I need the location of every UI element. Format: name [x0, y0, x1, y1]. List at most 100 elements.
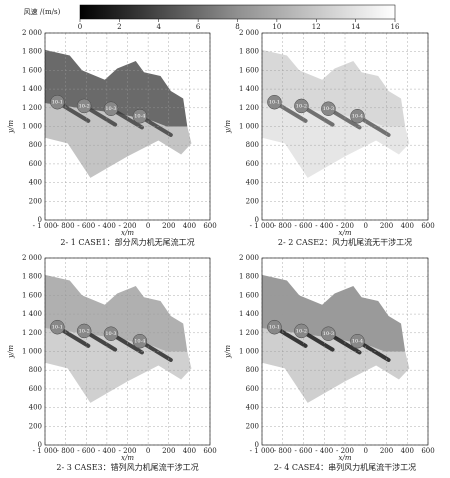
x-tick-label: 400	[183, 447, 196, 455]
x-tick-label: 600	[421, 222, 434, 230]
y-tick-label: 1 400	[239, 310, 259, 318]
colorbar-tick-label: 10	[272, 23, 281, 31]
x-tick-label: 400	[401, 222, 414, 230]
y-tick-label: 1 800	[239, 48, 259, 56]
y-tick-label: 1 200	[22, 104, 42, 112]
y-tick-label: 400	[29, 179, 42, 187]
turbine	[103, 326, 119, 341]
x-tick-label: - 200	[336, 222, 354, 230]
turbine	[321, 101, 336, 116]
x-tick-label: - 1 000	[33, 447, 58, 455]
y-tick-label: 600	[246, 160, 259, 168]
x-tick-label: - 600	[77, 222, 95, 230]
x-tick-label: - 600	[295, 447, 313, 455]
x-axis-label: x/m	[339, 454, 352, 462]
y-tick-label: 1 600	[239, 291, 259, 299]
x-tick-label: 0	[364, 447, 368, 455]
turbine-label: 10-2	[296, 103, 307, 109]
turbine-label: 10-1	[52, 100, 63, 106]
x-tick-label: - 600	[77, 447, 95, 455]
plot-frame	[261, 32, 429, 221]
plot-frame	[261, 257, 429, 446]
x-tick-label: - 800	[274, 447, 292, 455]
turbine-label: 10-1	[52, 325, 63, 331]
colorbar-tick-label: 16	[391, 23, 400, 31]
y-tick-label: 2 000	[22, 29, 42, 37]
turbine-label: 10-1	[269, 325, 280, 331]
x-tick-label: - 200	[119, 447, 137, 455]
turbine-label: 10-3	[105, 331, 116, 337]
x-tick-label: - 1 000	[250, 447, 275, 455]
y-tick-label: 200	[29, 197, 42, 205]
x-axis-label: x/m	[121, 454, 134, 462]
x-tick-label: - 400	[98, 447, 116, 455]
x-tick-label: - 200	[336, 447, 354, 455]
y-axis-label: y/m	[7, 345, 15, 359]
caption: 2- 1 CASE1：部分风力机无尾流工况	[60, 237, 194, 247]
turbine	[50, 94, 65, 110]
y-tick-label: 0	[38, 441, 42, 449]
turbine-label: 10-1	[269, 100, 280, 106]
y-tick-label: 0	[255, 441, 259, 449]
y-tick-label: 1 600	[239, 66, 259, 74]
colorbar-tick-label: 6	[196, 23, 201, 31]
caption: 2- 3 CASE3：错列风力机尾流干涉工况	[56, 462, 198, 472]
colorbar-tick-label: 12	[312, 23, 321, 31]
turbine	[294, 323, 309, 339]
y-tick-label: 600	[29, 160, 42, 168]
y-tick-label: 1 800	[22, 273, 42, 281]
x-tick-label: - 800	[57, 222, 75, 230]
x-tick-label: 200	[162, 222, 175, 230]
y-tick-label: 1 800	[22, 48, 42, 56]
x-tick-label: - 400	[98, 222, 116, 230]
turbine	[132, 333, 148, 349]
turbine-label: 10-2	[79, 328, 90, 334]
turbine	[132, 108, 148, 124]
turbine	[76, 98, 92, 114]
y-tick-label: 800	[246, 141, 259, 149]
x-tick-label: - 400	[315, 447, 333, 455]
colorbar-tick-label: 2	[117, 23, 121, 31]
y-tick-label: 0	[255, 216, 259, 224]
turbine-label: 10-4	[134, 114, 145, 120]
x-tick-label: - 1 000	[250, 222, 275, 230]
x-tick-label: - 400	[315, 222, 333, 230]
y-tick-label: 1 800	[239, 273, 259, 281]
x-tick-label: 0	[364, 222, 368, 230]
turbine-label: 10-3	[323, 331, 334, 337]
y-tick-label: 1 400	[22, 310, 42, 318]
colorbar	[79, 4, 396, 20]
y-tick-label: 1 000	[239, 348, 259, 356]
y-tick-label: 800	[246, 366, 259, 374]
flow-field-low	[262, 103, 410, 178]
y-tick-label: 600	[246, 385, 259, 393]
y-tick-label: 1 600	[22, 66, 42, 74]
x-tick-label: - 800	[274, 222, 292, 230]
turbine	[350, 108, 365, 124]
x-tick-label: 200	[380, 447, 393, 455]
y-tick-label: 400	[29, 404, 42, 412]
y-tick-label: 2 000	[239, 29, 259, 37]
flow-field-low	[262, 328, 410, 403]
y-tick-label: 1 200	[239, 104, 259, 112]
x-tick-label: - 600	[295, 222, 313, 230]
turbine-label: 10-2	[79, 103, 90, 109]
x-tick-label: 0	[146, 222, 150, 230]
y-tick-label: 1 600	[22, 291, 42, 299]
caption: 2- 2 CASE2：风力机尾流无干涉工况	[278, 237, 412, 247]
turbine	[294, 98, 309, 114]
y-tick-label: 200	[246, 422, 259, 430]
y-tick-label: 1 400	[22, 85, 42, 93]
x-tick-label: - 800	[57, 447, 75, 455]
y-tick-label: 800	[29, 141, 42, 149]
colorbar-tick-label: 0	[78, 23, 82, 31]
turbine	[321, 326, 336, 341]
y-tick-label: 1 400	[239, 85, 259, 93]
turbine	[76, 323, 92, 339]
x-axis-label: x/m	[121, 229, 134, 237]
x-tick-label: - 1 000	[33, 222, 58, 230]
y-tick-label: 1 000	[22, 123, 42, 131]
x-tick-label: 0	[146, 447, 150, 455]
x-tick-label: 200	[380, 222, 393, 230]
